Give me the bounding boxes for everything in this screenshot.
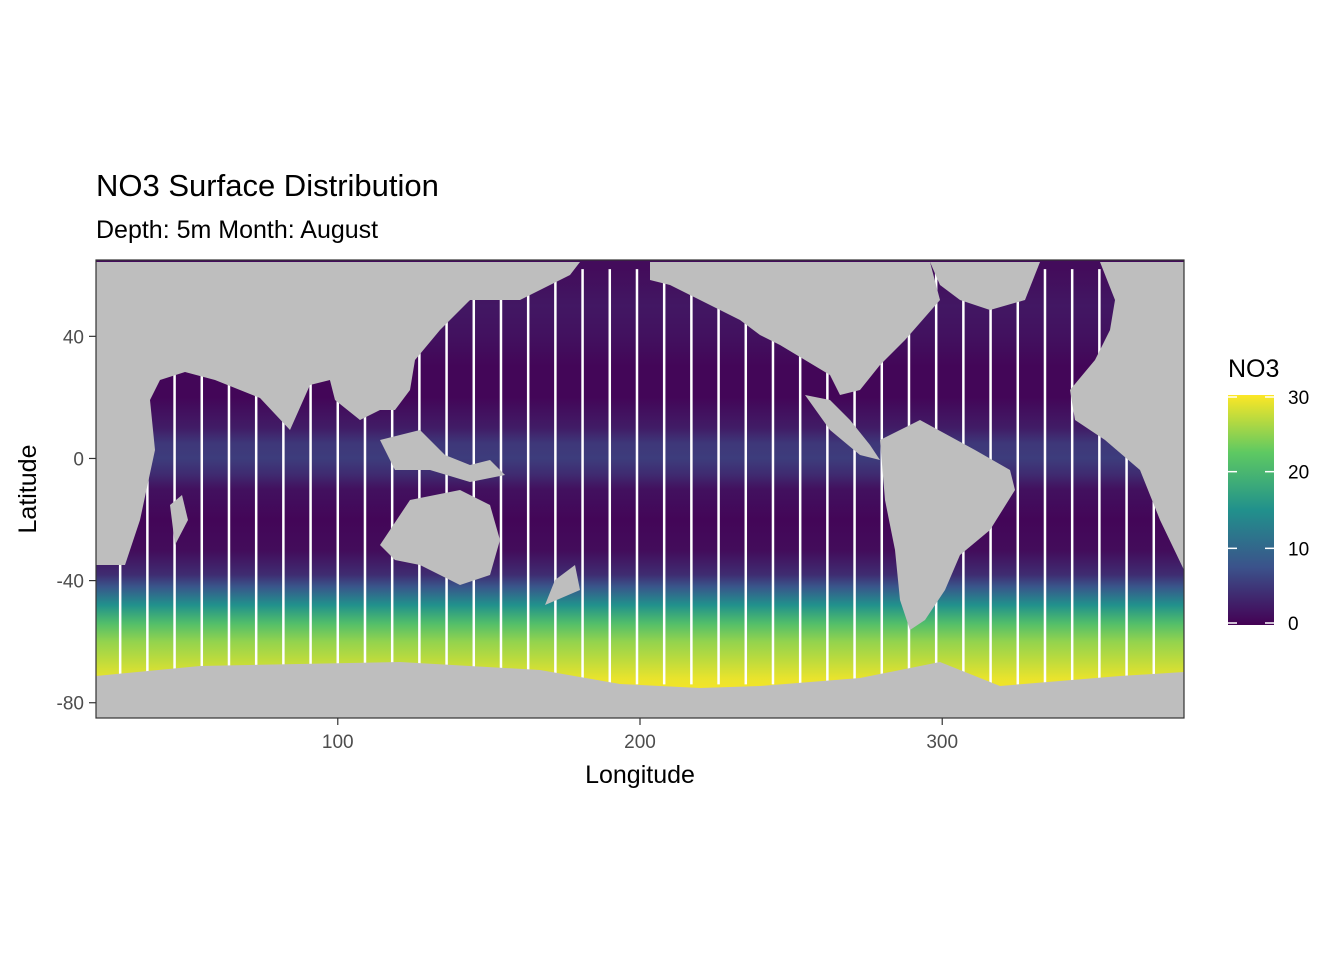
- legend-label-0: 0: [1288, 614, 1299, 635]
- chart-subtitle: Depth: 5m Month: August: [96, 216, 378, 244]
- land-north-america: [650, 262, 940, 395]
- y-tick-label-0: 40: [63, 327, 84, 348]
- land-asia-east: [300, 262, 580, 420]
- land-greenland: [930, 262, 1040, 310]
- x-tick-label-2: 300: [926, 732, 958, 753]
- chart-title: NO3 Surface Distribution: [96, 168, 439, 203]
- land-maritime-asia: [380, 430, 505, 482]
- land-europe-africa-east: [1070, 262, 1184, 570]
- y-tick-label-1: 0: [73, 449, 84, 470]
- land-antarctica: [96, 662, 1184, 718]
- x-tick-label-1: 200: [624, 732, 656, 753]
- y-tick-label-2: -40: [57, 572, 84, 593]
- legend-label-2: 20: [1288, 463, 1309, 484]
- legend: NO3 0 10 20 30: [1228, 355, 1309, 635]
- x-tick-label-0: 100: [322, 732, 354, 753]
- plot-panel: [96, 260, 1184, 718]
- x-axis-title: Longitude: [585, 761, 695, 789]
- land-central-america: [805, 395, 880, 460]
- land-masses: [96, 262, 1184, 718]
- legend-colorbar: [1228, 395, 1274, 625]
- y-tick-label-3: -80: [57, 694, 84, 715]
- y-axis: 40 0 -40 -80: [57, 327, 96, 715]
- land-new-zealand: [545, 565, 580, 605]
- land-madagascar: [170, 495, 188, 545]
- x-axis: 100 200 300: [322, 718, 958, 753]
- legend-title: NO3: [1228, 355, 1279, 383]
- land-south-america: [880, 420, 1015, 630]
- y-axis-title: Latitude: [14, 445, 42, 534]
- legend-ticks: 0 10 20 30: [1228, 388, 1309, 635]
- legend-label-1: 10: [1288, 539, 1309, 560]
- legend-label-3: 30: [1288, 388, 1309, 409]
- land-australia: [380, 490, 500, 585]
